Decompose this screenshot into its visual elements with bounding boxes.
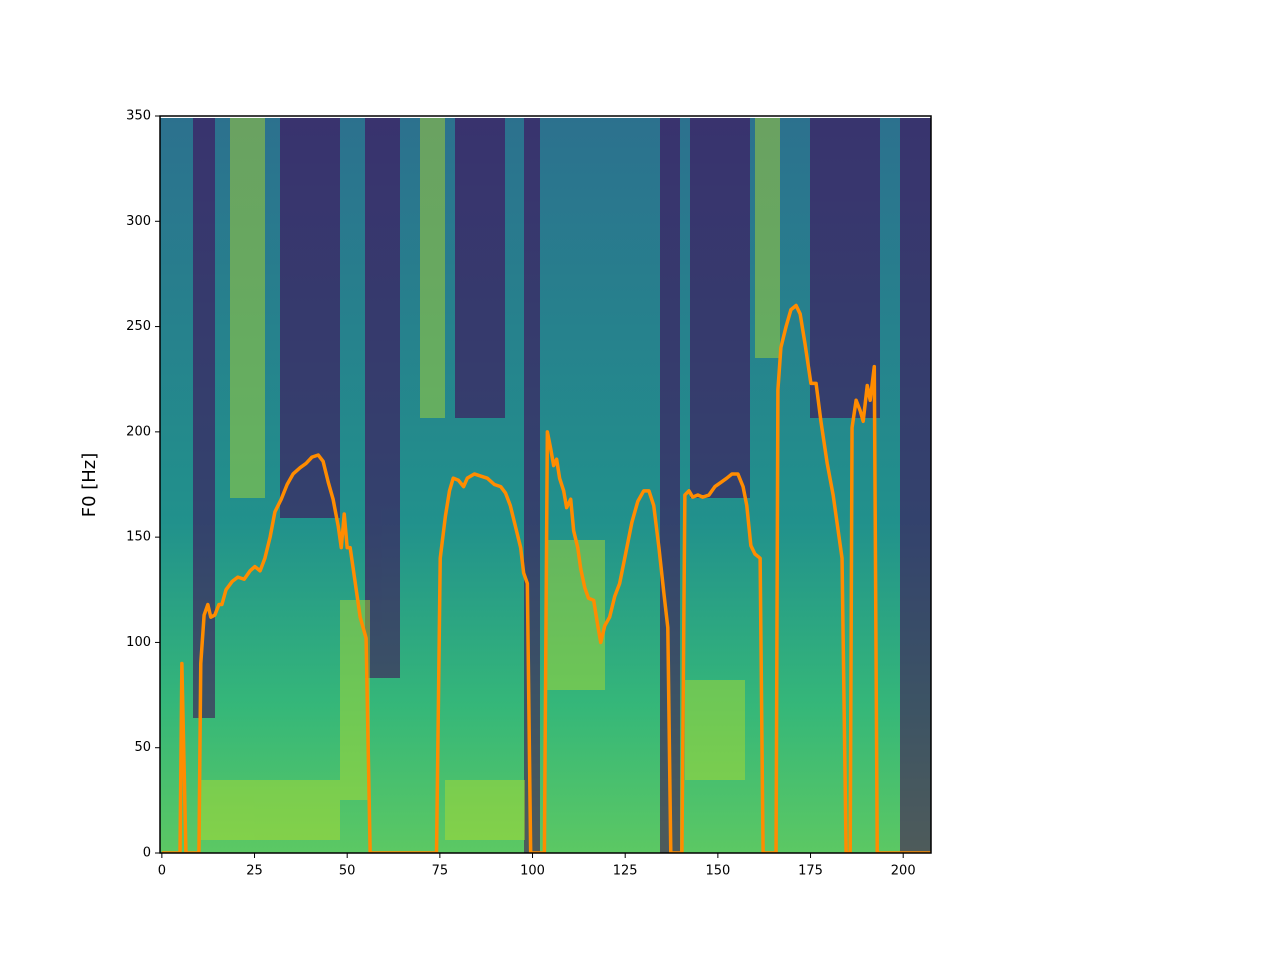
f0-line [161, 303, 931, 853]
x-tick-label: 100 [520, 864, 545, 879]
y-tick-label: 300 [126, 214, 151, 229]
x-tick-label: 50 [339, 864, 356, 879]
x-tick-label: 200 [891, 864, 916, 879]
x-tick-label: 25 [246, 864, 263, 879]
x-tick-label: 175 [798, 864, 823, 879]
spectrogram [160, 118, 931, 853]
y-axis-label: F0 [Hz] [79, 453, 100, 518]
y-tick-label: 150 [126, 530, 151, 545]
x-tick-label: 125 [613, 864, 638, 879]
y-tick-label: 250 [126, 319, 151, 334]
x-tick-label: 75 [432, 864, 449, 879]
y-tick-label: 350 [126, 109, 151, 124]
x-tick-label: 0 [158, 864, 166, 879]
y-tick-label: 100 [126, 635, 151, 650]
y-tick-label: 200 [126, 424, 151, 439]
x-tick-label: 150 [705, 864, 730, 879]
axes-frame [159, 115, 932, 854]
y-tick-label: 50 [134, 740, 151, 755]
y-tick-label: 0 [143, 846, 151, 861]
